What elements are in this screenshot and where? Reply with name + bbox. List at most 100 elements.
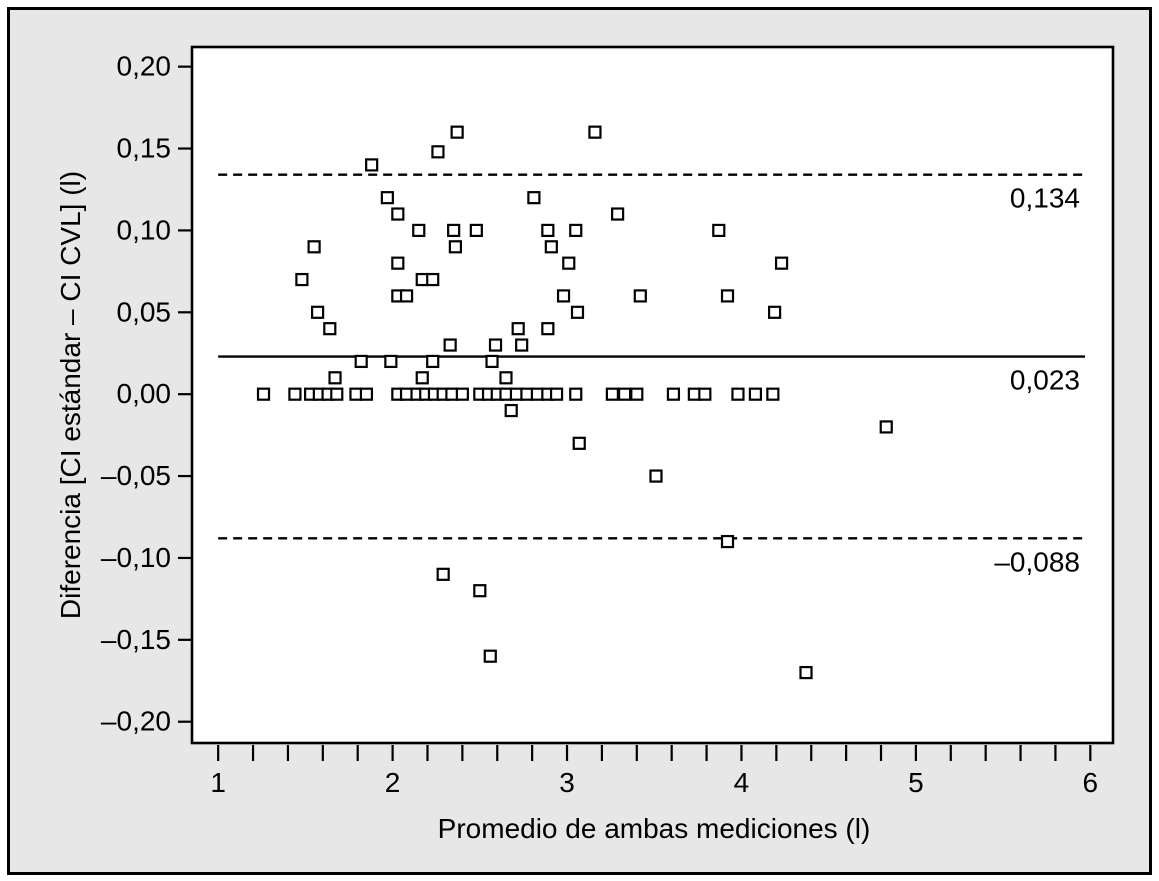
data-point-marker xyxy=(483,649,497,663)
data-point-marker xyxy=(365,158,379,172)
data-point-marker xyxy=(330,387,344,401)
y-axis-title: Diferencia [CI estándar – CI CVL] (l) xyxy=(55,171,86,619)
data-point-marker xyxy=(799,665,813,680)
data-point-marker xyxy=(698,387,712,401)
data-point-marker xyxy=(556,289,571,303)
data-point-marker xyxy=(569,387,583,401)
data-point-marker xyxy=(720,534,735,549)
data-point-marker xyxy=(570,305,585,319)
mean-label: 0,023 xyxy=(1010,365,1080,396)
x-axis-tick-label: 6 xyxy=(1083,767,1099,798)
data-point-marker xyxy=(399,387,414,401)
y-axis-tick-label: –0,05 xyxy=(101,460,171,491)
data-point-marker xyxy=(447,223,461,238)
x-axis-title: Promedio de ambas mediciones (l) xyxy=(438,813,871,844)
data-point-marker xyxy=(391,256,405,270)
data-point-marker xyxy=(666,387,681,401)
data-point-marker xyxy=(426,354,440,369)
data-point-marker xyxy=(611,207,625,221)
x-axis-tick-label: 3 xyxy=(559,767,575,798)
data-point-marker xyxy=(588,125,602,139)
data-point-marker xyxy=(328,371,342,385)
y-axis-tick-label: 0,05 xyxy=(117,296,172,327)
y-axis-tick-label: –0,10 xyxy=(101,542,171,573)
data-point-marker xyxy=(354,354,368,369)
data-point-marker xyxy=(443,338,457,352)
data-point-marker xyxy=(415,272,429,287)
data-point-marker xyxy=(450,125,464,139)
data-point-marker xyxy=(256,387,271,401)
data-point-marker xyxy=(541,322,555,336)
data-point-marker xyxy=(766,387,780,401)
y-axis-tick-label: 0,00 xyxy=(117,378,172,409)
data-point-marker xyxy=(530,387,544,401)
data-point-marker xyxy=(473,584,487,598)
data-point-marker xyxy=(399,289,414,303)
data-point-marker xyxy=(649,469,663,483)
data-point-marker xyxy=(415,371,429,385)
plot-area xyxy=(192,47,1113,743)
y-axis-tick-label: 0,20 xyxy=(117,51,172,82)
data-point-marker xyxy=(499,387,513,401)
x-axis-tick-label: 1 xyxy=(210,767,226,798)
data-point-marker xyxy=(515,338,529,352)
data-point-marker xyxy=(731,387,745,401)
x-axis-tick-label: 4 xyxy=(734,767,750,798)
data-point-marker xyxy=(288,387,302,401)
data-point-marker xyxy=(687,387,701,401)
data-point-marker xyxy=(720,289,735,303)
data-point-marker xyxy=(630,387,644,401)
data-point-marker xyxy=(768,305,782,319)
y-axis-tick-label: 0,15 xyxy=(117,133,172,164)
data-point-marker xyxy=(527,191,541,205)
data-point-marker xyxy=(617,387,632,401)
data-point-marker xyxy=(499,371,513,385)
data-point-marker xyxy=(445,387,459,401)
data-point-marker xyxy=(549,387,564,401)
data-point-marker xyxy=(879,420,893,434)
data-point-marker xyxy=(633,289,647,303)
lower-limit-label: –0,088 xyxy=(994,546,1080,577)
data-point-marker xyxy=(310,305,325,319)
y-axis-tick-label: –0,20 xyxy=(101,706,171,737)
data-point-marker xyxy=(605,387,619,401)
y-axis-tick-label: 0,10 xyxy=(117,214,172,245)
data-point-marker xyxy=(488,338,503,352)
data-point-marker xyxy=(520,387,534,401)
data-point-marker xyxy=(426,272,440,287)
data-point-marker xyxy=(469,223,483,238)
data-point-marker xyxy=(448,240,462,254)
data-point-marker xyxy=(323,322,337,336)
data-point-marker xyxy=(412,223,426,238)
data-point-marker xyxy=(509,387,524,401)
data-point-marker xyxy=(569,223,583,238)
data-point-marker xyxy=(485,354,499,369)
data-point-marker xyxy=(307,240,321,254)
data-point-marker xyxy=(572,436,586,450)
data-point-marker xyxy=(349,387,363,401)
data-point-marker xyxy=(295,272,309,287)
upper-limit-label: 0,134 xyxy=(1010,183,1080,214)
x-axis-tick-label: 2 xyxy=(385,767,401,798)
data-point-marker xyxy=(748,387,763,401)
data-point-marker xyxy=(504,403,518,418)
chart-content: 0,134 0,023 –0,088 1 2 3 4 5 6 0,20 0,15 0,10 0,05 0,… xyxy=(101,51,1098,798)
y-axis-tick-label: –0,15 xyxy=(101,624,171,655)
data-point-marker xyxy=(384,354,398,369)
data-point-marker xyxy=(562,256,576,270)
data-point-marker xyxy=(391,207,405,221)
data-point-marker xyxy=(359,387,374,401)
plot-frame xyxy=(190,45,1115,745)
data-point-marker xyxy=(712,223,726,238)
data-point-marker xyxy=(544,240,558,254)
data-point-marker xyxy=(380,191,394,205)
x-axis-tick-label: 5 xyxy=(908,767,924,798)
data-point-marker xyxy=(774,256,789,270)
data-point-marker xyxy=(431,145,445,159)
data-point-marker xyxy=(541,223,555,238)
data-point-marker xyxy=(455,387,469,401)
data-point-marker xyxy=(511,322,525,336)
data-point-marker xyxy=(436,567,450,581)
